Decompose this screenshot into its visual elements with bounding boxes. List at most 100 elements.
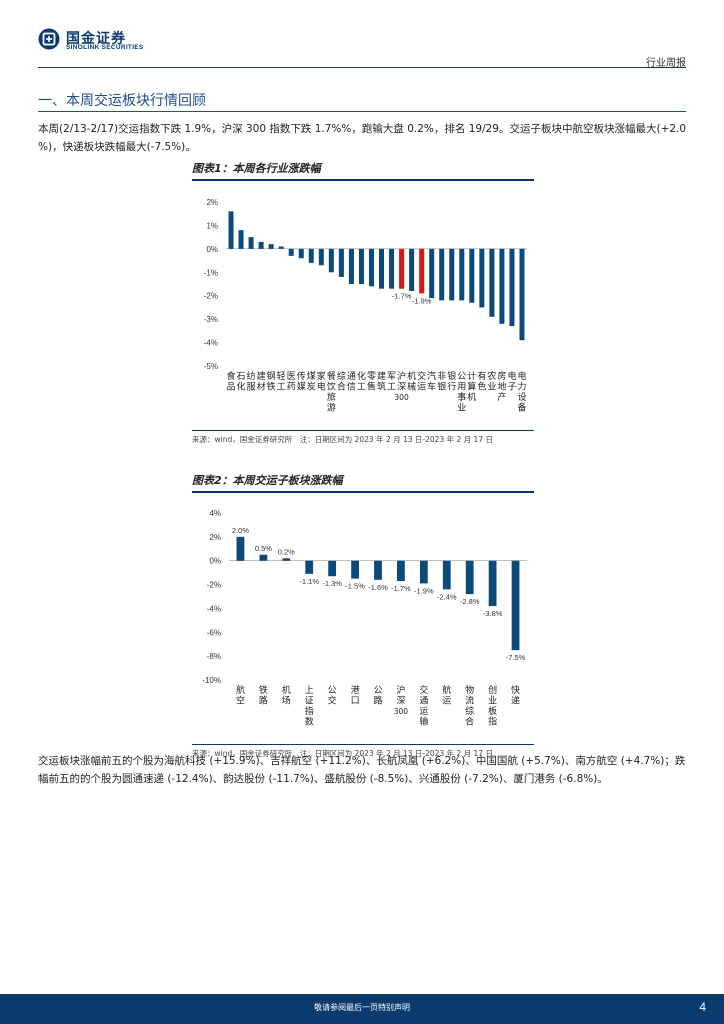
- category-label: 非银: [437, 370, 446, 393]
- category-label: 餐饮旅游: [327, 370, 336, 414]
- y-tick-label: 4%: [209, 509, 221, 518]
- category-label: 航运: [442, 684, 451, 707]
- bar-公用事业: [459, 248, 465, 301]
- brand-name-cn: 国金证券: [66, 31, 126, 47]
- bar-计算机: [469, 248, 475, 303]
- y-tick-label: -3%: [204, 315, 218, 324]
- figure-title: 图表2：本周交运子板块涨跌幅: [192, 472, 534, 493]
- bar-食品: [228, 211, 234, 249]
- category-label: 物流综合: [465, 684, 474, 728]
- category-label: 机械: [407, 370, 416, 393]
- category-label: 食品: [227, 370, 236, 393]
- figure-bottom-rule: [192, 430, 534, 431]
- summary-paragraph: 本周(2/13-2/17)交运指数下跌 1.9%，沪深 300 指数下跌 1.7…: [38, 123, 687, 153]
- bar-电子: [509, 248, 515, 327]
- bar-汽车: [429, 248, 435, 299]
- y-tick-label: 1%: [206, 221, 218, 230]
- data-label: -1.5%: [345, 582, 365, 591]
- bar-公交: [328, 560, 337, 577]
- data-label: 2.0%: [232, 526, 249, 535]
- bar-有色: [479, 248, 485, 308]
- y-tick-label: 0%: [209, 557, 221, 566]
- category-label: 港口: [351, 684, 360, 707]
- category-label: 快递: [511, 684, 520, 707]
- data-label: 0.5%: [255, 544, 272, 553]
- bar-军工: [389, 248, 395, 289]
- y-tick-label: -8%: [207, 652, 221, 661]
- y-tick-label: -4%: [204, 339, 218, 348]
- bar-机械: [409, 248, 415, 292]
- category-label: 化工: [357, 370, 366, 393]
- figure-title: 图表1：本周各行业涨跌幅: [192, 160, 534, 181]
- bar-化工: [358, 248, 364, 284]
- category-label: 煤炭: [307, 370, 316, 393]
- section-divider: [38, 111, 686, 112]
- disclaimer-note: 敬请参阅最后一页特别声明: [314, 1003, 410, 1012]
- category-label: 创业板指: [488, 684, 497, 728]
- data-label: -1.1%: [299, 577, 319, 586]
- category-label: 交运: [417, 370, 426, 393]
- category-label: 纺服: [247, 370, 256, 393]
- figure-source-note: 来源：wind，国金证券研究所 注：日期区间为 2023 年 2 月 13 日-…: [192, 435, 493, 444]
- bar-家电: [318, 248, 324, 266]
- bar-医药: [288, 248, 294, 256]
- category-label: 房地产: [497, 370, 506, 403]
- bar-轻工: [278, 246, 284, 249]
- bar-石化: [238, 230, 244, 249]
- category-label: 银行: [447, 370, 456, 393]
- bar-沪深300: [397, 560, 405, 581]
- bar-机场: [282, 558, 291, 561]
- bar-传媒: [298, 248, 304, 259]
- category-label: 综合: [337, 370, 346, 393]
- category-label: 上证指数: [305, 685, 314, 728]
- page-number: 4: [699, 1000, 706, 1014]
- category-label: 沪深 300: [394, 370, 409, 402]
- bar-零售: [368, 248, 374, 287]
- category-label: 公用事业: [457, 371, 466, 414]
- data-label: -1.9%: [412, 296, 432, 305]
- brand-name-en: SINOLINK SECURITIES: [66, 44, 144, 51]
- category-label: 航空: [236, 684, 245, 707]
- category-label: 电力设备: [517, 370, 526, 414]
- bar-沪深300: [399, 248, 405, 289]
- y-tick-label: -2%: [204, 292, 218, 301]
- bar-通信: [348, 248, 354, 284]
- bar-交运: [419, 248, 425, 294]
- bar-创业板指: [488, 560, 497, 607]
- y-tick-label: -6%: [207, 628, 221, 637]
- industry-returns-chart: 2% 1% 0% -1% -2% -3% -4% -5% 食品石化纺服建材钢铁轻工医药传媒煤炭家…: [204, 198, 527, 414]
- data-label: -1.7%: [392, 292, 412, 301]
- bar-纺服: [248, 237, 254, 249]
- y-tick-label: -2%: [207, 581, 221, 590]
- bar-餐饮旅游: [328, 248, 334, 273]
- category-label: 医药: [287, 371, 296, 393]
- y-tick-label: -10%: [202, 676, 221, 685]
- bar-港口: [351, 560, 359, 579]
- category-label: 建材: [257, 370, 266, 393]
- report-type-label: 行业周报: [646, 58, 686, 69]
- figure-bottom-rule: [192, 744, 534, 745]
- bar-航空: [236, 536, 245, 561]
- data-label: 0.2%: [278, 547, 295, 556]
- bar-房地产: [499, 248, 505, 324]
- category-label: 公交: [328, 685, 337, 707]
- bar-农业: [489, 248, 495, 317]
- category-label: 通信: [347, 371, 356, 393]
- category-label: 汽车: [427, 370, 436, 393]
- category-label: 铁路: [259, 684, 268, 707]
- transport-subsector-chart: 4% 2% 0% -2% -4% -6% -8% -10% 2.0% 航空 0.5% 铁路 0.2% 机场…: [202, 509, 527, 728]
- category-label: 石化: [237, 372, 246, 393]
- data-label: -1.9%: [414, 586, 434, 595]
- bar-交通运输: [419, 560, 428, 584]
- bar-建筑: [379, 248, 385, 289]
- page-footer: 敬请参阅最后一页特别声明 4: [0, 994, 724, 1024]
- header-divider: [38, 67, 686, 68]
- figure-industry-returns: 图表1：本周各行业涨跌幅 2% 1% 0% -1% -2% -3% -4% -5% 食品 石化 纺服…: [192, 160, 534, 445]
- category-label: 交通运输: [419, 684, 428, 728]
- category-label: 家电: [317, 370, 326, 393]
- category-label: 零售: [367, 371, 376, 393]
- bar-电力设备: [519, 248, 525, 341]
- company-logo-icon: [38, 28, 60, 50]
- category-label: 传媒: [297, 370, 306, 393]
- bar-上证指数: [305, 560, 314, 574]
